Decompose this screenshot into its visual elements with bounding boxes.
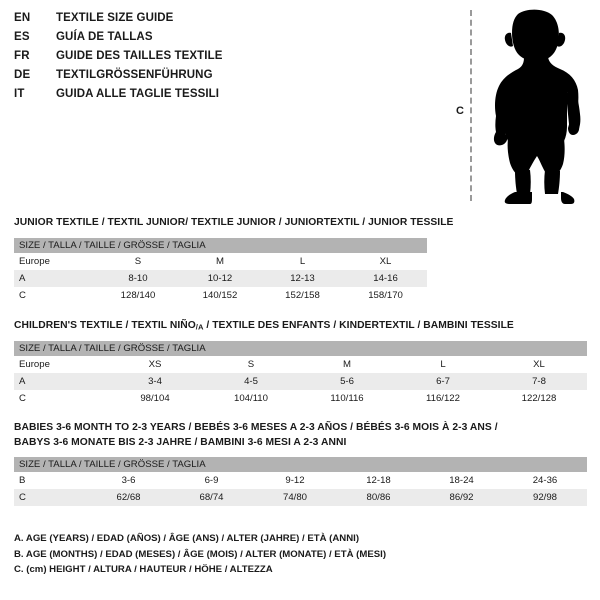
table-cell: M (343, 358, 351, 370)
table-cell: 110/116 (330, 392, 364, 404)
table-cell: 7-8 (491, 372, 587, 390)
table-row: A 3-4 4-5 5-6 6-7 7-8 (14, 372, 587, 390)
guide-title-es: GUÍA DE TALLAS (56, 31, 153, 43)
section-babies-textile: BABIES 3-6 MONTH TO 2-3 YEARS / BEBÉS 3-… (14, 421, 587, 506)
height-measurement-figure: C (440, 0, 600, 210)
guide-title-en: TEXTILE SIZE GUIDE (56, 12, 174, 24)
table-cell: 9-12 (285, 475, 305, 486)
height-dashed-line (470, 10, 472, 201)
table-cell: 74/80 (253, 489, 337, 506)
table-cell: XL (379, 255, 392, 267)
row-label-a: A (14, 372, 107, 390)
table-cell: 92/98 (503, 489, 587, 506)
section-title-children: CHILDREN'S TEXTILE / TEXTIL NIÑO/A / TEX… (14, 319, 587, 334)
table-cell: M (216, 255, 224, 267)
table-babies-size-header-row: SIZE / TALLA / TAILLE / GRÖSSE / TAGLIA (14, 457, 587, 472)
table-cell: 24-36 (532, 475, 558, 486)
legend-line-b: B. AGE (MONTHS) / EDAD (MESES) / ÂGE (MO… (14, 548, 387, 560)
table-babies-size-header: SIZE / TALLA / TAILLE / GRÖSSE / TAGLIA (14, 457, 587, 472)
section-title-babies-line2: BABYS 3-6 MONATE BIS 2-3 JAHRE / BAMBINI… (14, 436, 347, 448)
table-children-textile: SIZE / TALLA / TAILLE / GRÖSSE / TAGLIA … (14, 340, 587, 407)
row-label-europe: Europe (19, 255, 50, 267)
guide-title-de: TEXTILGRÖSSENFÜHRUNG (56, 69, 213, 81)
guide-title-it: GUIDA ALLE TAGLIE TESSILI (56, 88, 220, 100)
language-header-block: EN TEXTILE SIZE GUIDE ES GUÍA DE TALLAS … (14, 12, 434, 107)
language-code-es: ES (14, 31, 30, 43)
row-label-c: C (14, 489, 87, 506)
language-code-de: DE (14, 69, 31, 81)
table-row: C 128/140 140/152 152/158 158/170 (14, 287, 427, 304)
section-junior-textile: JUNIOR TEXTILE / TEXTIL JUNIOR/ TEXTILE … (14, 216, 453, 304)
table-row: A 8-10 10-12 12-13 14-16 (14, 269, 428, 287)
table-row: C 98/104 104/110 110/116 116/122 122/128 (14, 390, 587, 407)
table-cell: 80/86 (337, 489, 420, 506)
table-junior-textile: SIZE / TALLA / TAILLE / GRÖSSE / TAGLIA … (14, 237, 428, 304)
section-title-children-post: / TEXTILE DES ENFANTS / KINDERTEXTIL / B… (203, 320, 514, 331)
table-cell: 6-7 (395, 372, 491, 390)
table-cell: 140/152 (202, 289, 238, 301)
table-row: Europe XS S M L XL (14, 356, 587, 373)
toddler-silhouette-icon (482, 8, 594, 204)
table-cell: 10-12 (179, 269, 261, 287)
legend-line-a: A. AGE (YEARS) / EDAD (AÑOS) / ÂGE (ANS)… (14, 533, 360, 544)
row-label-c: C (19, 392, 26, 404)
section-title-children-sub: /A (195, 322, 204, 332)
language-code-fr: FR (14, 50, 30, 62)
section-title-junior: JUNIOR TEXTILE / TEXTIL JUNIOR/ TEXTILE … (14, 217, 454, 228)
table-cell: S (134, 255, 142, 267)
table-children-size-header: SIZE / TALLA / TAILLE / GRÖSSE / TAGLIA (14, 340, 587, 356)
table-cell: 12-13 (261, 269, 344, 287)
row-label-c: C (19, 289, 26, 301)
legend-block: A. AGE (YEARS) / EDAD (AÑOS) / ÂGE (ANS)… (14, 531, 534, 578)
legend-line-c: C. (cm) HEIGHT / ALTURA / HAUTEUR / HÖHE… (14, 564, 273, 575)
language-row-en: EN TEXTILE SIZE GUIDE (14, 12, 434, 31)
language-code-it: IT (14, 88, 25, 100)
table-cell: 86/92 (420, 489, 503, 506)
table-cell: 68/74 (170, 489, 253, 506)
table-cell: 18-24 (449, 475, 474, 486)
table-cell: 3-4 (107, 372, 203, 390)
table-cell: 128/140 (120, 289, 156, 301)
table-babies-textile: SIZE / TALLA / TAILLE / GRÖSSE / TAGLIA … (14, 457, 587, 506)
table-children-size-header-row: SIZE / TALLA / TAILLE / GRÖSSE / TAGLIA (14, 340, 587, 356)
table-junior-size-header-row: SIZE / TALLA / TAILLE / GRÖSSE / TAGLIA (14, 237, 428, 253)
height-measure-label: C (456, 105, 464, 117)
language-row-it: IT GUIDA ALLE TAGLIE TESSILI (14, 88, 434, 107)
table-cell: 4-5 (203, 372, 299, 390)
table-cell: 98/104 (140, 392, 170, 404)
language-code-en: EN (14, 12, 31, 24)
table-cell: 104/110 (234, 392, 268, 404)
table-cell: 116/122 (426, 392, 460, 404)
table-cell: 122/128 (521, 392, 557, 404)
table-row: B 3-6 6-9 9-12 12-18 18-24 24-36 (14, 472, 587, 489)
table-cell: S (247, 358, 255, 370)
table-cell: XS (148, 358, 162, 370)
language-row-fr: FR GUIDE DES TAILLES TEXTILE (14, 50, 434, 69)
table-cell: 152/158 (285, 289, 320, 301)
table-cell: 14-16 (344, 269, 428, 287)
guide-title-fr: GUIDE DES TAILLES TEXTILE (56, 50, 223, 62)
table-cell: 5-6 (299, 372, 395, 390)
language-row-de: DE TEXTILGRÖSSENFÜHRUNG (14, 69, 434, 88)
table-junior-size-header: SIZE / TALLA / TAILLE / GRÖSSE / TAGLIA (14, 237, 428, 253)
table-cell: 62/68 (87, 489, 170, 506)
row-label-a: A (14, 269, 97, 287)
row-label-b: B (19, 475, 26, 486)
table-cell: 12-18 (366, 475, 391, 486)
section-title-babies-line1: BABIES 3-6 MONTH TO 2-3 YEARS / BEBÉS 3-… (14, 422, 498, 433)
table-cell: L (440, 358, 446, 370)
table-cell: L (299, 255, 306, 267)
row-label-europe: Europe (19, 358, 50, 370)
section-title-children-pre: CHILDREN'S TEXTILE / TEXTIL NIÑO (14, 320, 196, 331)
table-cell: XL (533, 358, 545, 370)
table-cell: 3-6 (121, 475, 136, 486)
table-cell: 8-10 (97, 269, 179, 287)
section-children-textile: CHILDREN'S TEXTILE / TEXTIL NIÑO/A / TEX… (14, 319, 587, 407)
table-cell: 6-9 (204, 475, 219, 486)
table-row: C 62/68 68/74 74/80 80/86 86/92 92/98 (14, 489, 587, 506)
table-cell: 158/170 (368, 289, 403, 301)
language-row-es: ES GUÍA DE TALLAS (14, 31, 434, 50)
table-row: Europe S M L XL (14, 253, 427, 270)
